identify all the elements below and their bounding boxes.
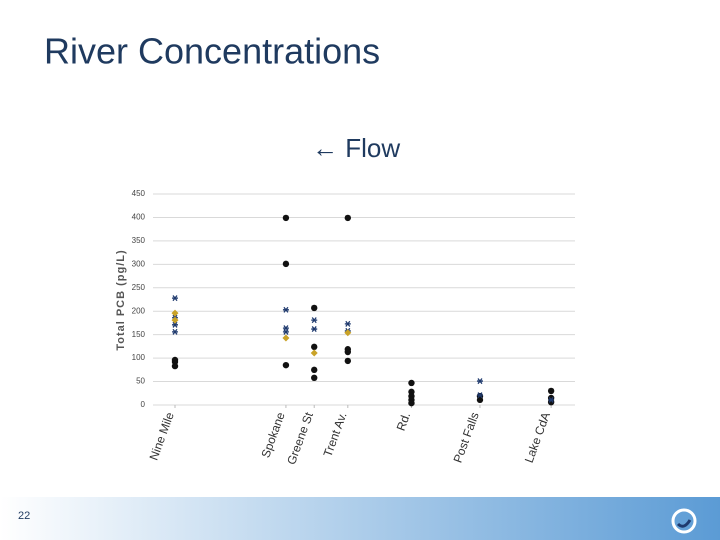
point	[344, 348, 352, 356]
point	[344, 329, 352, 337]
point	[311, 374, 318, 382]
point	[311, 326, 318, 333]
page-number: 22	[18, 510, 30, 522]
y-tick-label: 350	[132, 236, 146, 245]
point	[547, 398, 555, 406]
point	[344, 357, 352, 365]
x-tick-label: Post Falls	[451, 410, 482, 464]
point	[311, 317, 318, 324]
y-tick-label: 300	[132, 259, 146, 268]
point	[408, 399, 415, 407]
point	[282, 214, 290, 222]
y-tick-label: 400	[132, 213, 146, 222]
x-tick-label: Lake CdA	[522, 410, 553, 464]
point	[476, 392, 483, 399]
y-axis-label: Total PCB (pg/L)	[115, 249, 127, 350]
y-tick-label: 250	[132, 283, 146, 292]
x-tick-label: Spokane	[258, 410, 287, 460]
point	[310, 349, 318, 357]
slide-title: River Concentrations	[44, 31, 380, 72]
point	[171, 356, 179, 364]
point	[311, 304, 318, 312]
point	[282, 260, 290, 268]
x-tick-label: Nine Mile	[147, 410, 177, 462]
y-tick-label: 450	[132, 189, 146, 198]
x-tick-label: Rd.	[394, 410, 414, 432]
point	[171, 328, 178, 335]
point	[408, 379, 415, 387]
point	[548, 396, 555, 403]
point	[311, 366, 318, 374]
y-tick-label: 0	[141, 400, 146, 409]
flow-annotation: ← Flow	[312, 133, 400, 163]
point	[547, 387, 555, 395]
y-tick-label: 100	[132, 353, 146, 362]
y-tick-label: 150	[132, 330, 146, 339]
footer-bar	[0, 497, 720, 540]
point	[476, 378, 483, 385]
y-tick-label: 50	[136, 377, 145, 386]
x-tick-label: Trent Av.	[321, 410, 350, 458]
point	[282, 334, 290, 342]
point	[282, 306, 289, 313]
point	[344, 214, 352, 222]
point	[171, 295, 178, 302]
point	[311, 343, 318, 351]
point	[171, 316, 179, 324]
point	[344, 320, 351, 327]
point	[282, 328, 289, 335]
point	[171, 321, 178, 328]
point	[282, 361, 290, 369]
y-tick-label: 200	[132, 306, 146, 315]
point	[171, 309, 179, 317]
logo	[671, 508, 697, 534]
point	[171, 362, 179, 370]
x-tick-label: Greene St	[284, 410, 316, 467]
